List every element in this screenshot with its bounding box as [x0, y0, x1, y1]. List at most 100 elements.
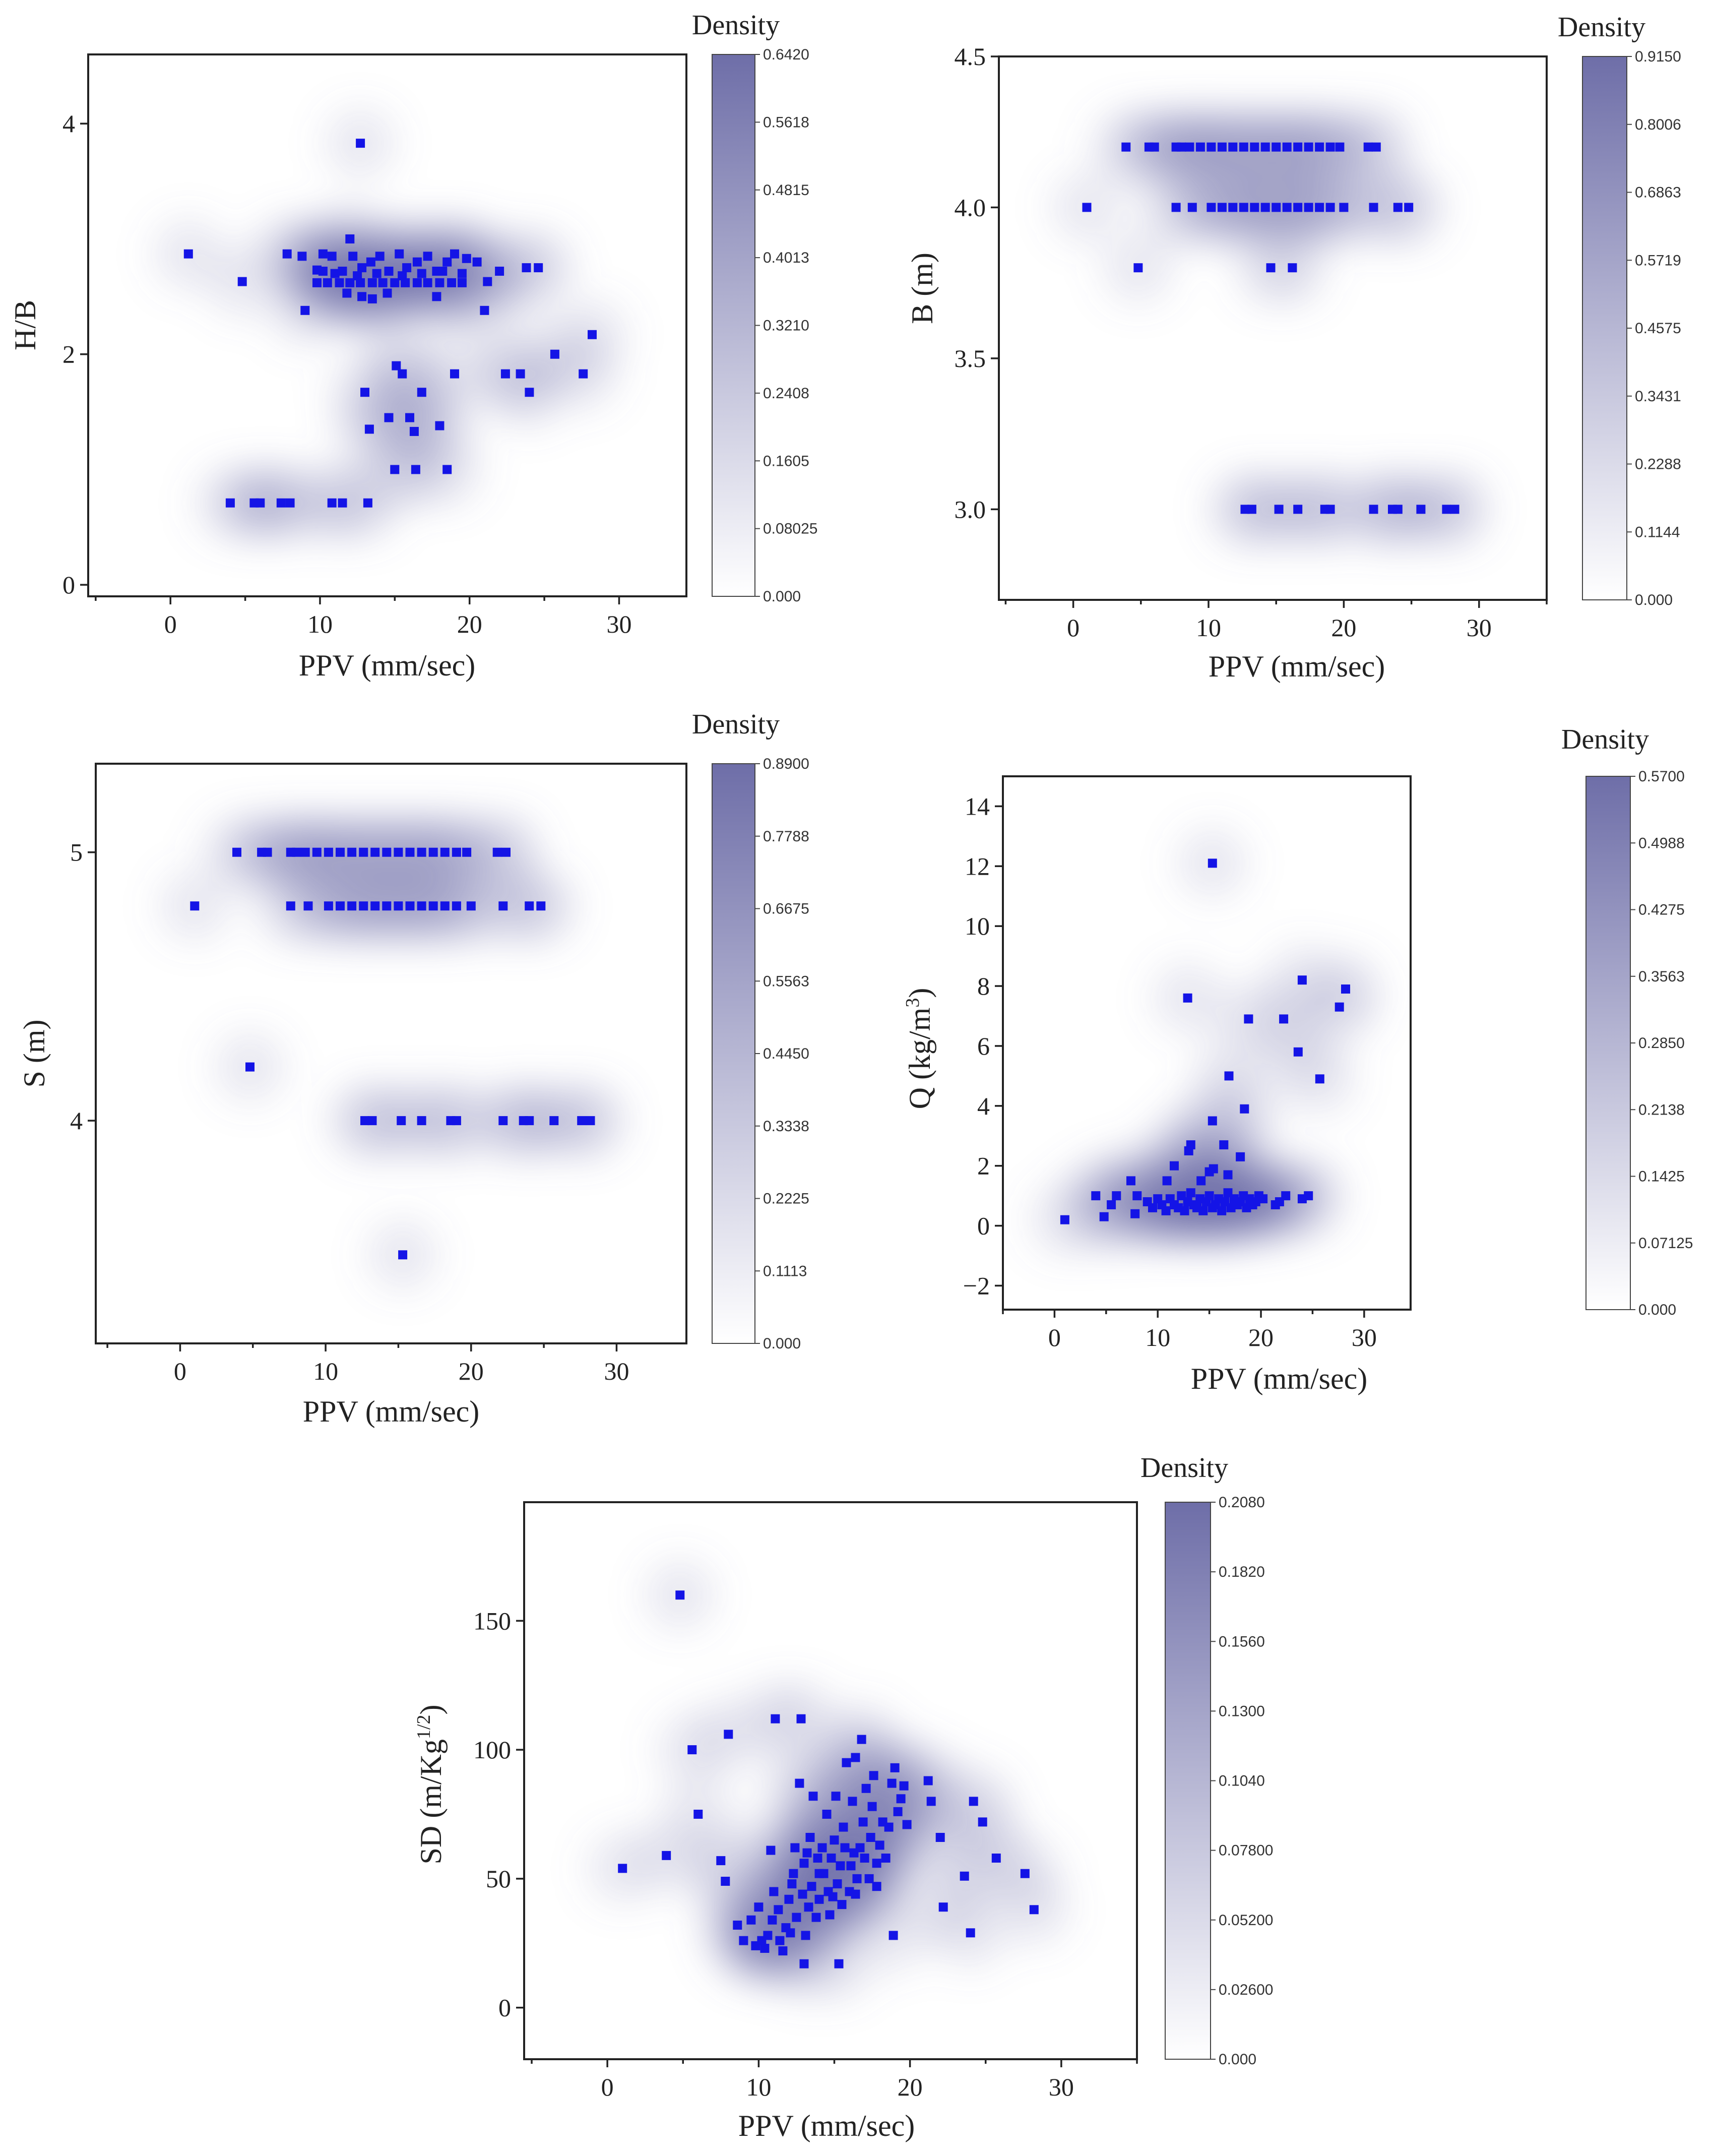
data-point	[792, 1913, 801, 1922]
data-point	[1228, 203, 1238, 212]
colorbar-tick-label: 0.000	[1638, 1302, 1676, 1318]
data-point	[498, 901, 508, 911]
data-point	[1442, 505, 1451, 514]
x-tick-label: 30	[1352, 1323, 1377, 1351]
x-tick-label: 10	[307, 610, 333, 638]
data-point	[926, 1797, 936, 1806]
data-point	[405, 847, 415, 857]
data-point	[769, 1887, 779, 1896]
data-point	[442, 465, 452, 474]
data-point	[276, 498, 286, 508]
data-point	[833, 1879, 842, 1889]
data-point	[935, 1833, 945, 1842]
x-axis-label: PPV (mm/sec)	[303, 1395, 480, 1428]
x-tick-label: 0	[164, 610, 177, 638]
data-point	[890, 1763, 900, 1772]
data-point	[1020, 1869, 1030, 1878]
data-point	[367, 294, 377, 303]
colorbar-tick-label: 0.5719	[1635, 252, 1681, 269]
data-point	[417, 901, 426, 911]
data-point	[1315, 142, 1324, 152]
data-point	[370, 901, 380, 911]
data-point	[804, 1902, 813, 1912]
data-point	[423, 252, 432, 261]
colorbar-tick-label: 0.2225	[763, 1191, 809, 1207]
data-point	[452, 847, 461, 857]
colorbar-tick-label: 0.2288	[1635, 456, 1681, 473]
data-point	[902, 1820, 912, 1829]
data-point	[834, 1959, 844, 1968]
colorbar-ticks: 0.000 0.02600 0.05200 0.07800 0.1040 0.1300 0.…	[1211, 1494, 1273, 2068]
x-axis-label: PPV (mm/sec)	[1191, 1362, 1368, 1395]
data-point	[768, 1915, 777, 1925]
data-point	[789, 1869, 798, 1878]
data-point	[347, 901, 357, 911]
data-point	[1099, 1212, 1109, 1221]
data-point	[472, 257, 482, 267]
data-point	[1207, 203, 1216, 212]
data-point	[1187, 203, 1197, 212]
y-tick-label: 50	[486, 1865, 511, 1893]
data-point	[417, 388, 426, 397]
y-axis-label-base: Q (kg/m	[903, 1008, 936, 1110]
y-axis: 45	[70, 838, 96, 1135]
data-point	[799, 1959, 809, 1968]
colorbar-tick-label: 0.000	[763, 1335, 801, 1352]
data-point	[360, 388, 369, 397]
data-point	[716, 1856, 726, 1866]
data-point	[327, 498, 337, 508]
chart-s: 0 10 20 30 45 PPV (mm/sec) S (m) Density 0.…	[18, 709, 809, 1428]
data-point	[991, 1854, 1001, 1863]
data-point	[1304, 1191, 1313, 1201]
colorbar-tick-label: 0.07800	[1219, 1842, 1273, 1859]
colorbar-title: Density	[1140, 1452, 1228, 1484]
y-axis-label-base: SD (m/Kg	[414, 1739, 448, 1864]
data-point	[405, 413, 414, 422]
x-axis: 0 10 20 30	[106, 1343, 629, 1385]
colorbar-tick-label: 0.02600	[1219, 1982, 1273, 1998]
colorbar-tick-label: 0.000	[1219, 2051, 1256, 2068]
data-point	[353, 271, 362, 281]
data-point	[395, 249, 404, 259]
data-point	[733, 1921, 742, 1930]
data-point	[324, 901, 333, 911]
data-point	[312, 278, 322, 287]
data-point	[432, 292, 441, 301]
data-point	[356, 139, 365, 148]
data-point	[401, 278, 410, 287]
data-point	[447, 278, 457, 287]
data-point	[285, 498, 295, 508]
data-point	[966, 1928, 975, 1938]
data-point	[1247, 505, 1256, 514]
colorbar-tick-label: 0.4815	[763, 182, 809, 199]
data-point	[1133, 263, 1143, 273]
data-point	[342, 288, 352, 298]
data-point	[338, 498, 347, 508]
colorbar-tick-label: 0.000	[1635, 592, 1673, 608]
y-tick-label: 100	[473, 1736, 511, 1764]
data-point	[857, 1735, 866, 1744]
data-point	[1186, 1188, 1195, 1198]
y-tick-label: 3.0	[955, 495, 986, 523]
data-point	[367, 278, 377, 287]
data-point	[462, 254, 471, 263]
data-point	[848, 1797, 857, 1806]
data-point	[440, 901, 450, 911]
data-point	[1393, 505, 1403, 514]
data-point	[798, 1889, 807, 1899]
y-axis-label-sup: 1/2	[413, 1715, 434, 1740]
data-point	[817, 1843, 827, 1853]
x-tick-label: 10	[313, 1357, 338, 1385]
data-point	[318, 267, 328, 276]
data-point	[1325, 505, 1335, 514]
y-tick-label: 150	[473, 1607, 511, 1635]
data-point	[1282, 203, 1292, 212]
data-point	[1180, 1206, 1189, 1215]
x-tick-label: 0	[174, 1357, 186, 1385]
scatter-points	[1060, 858, 1350, 1224]
data-point	[495, 267, 504, 276]
data-point	[1369, 505, 1378, 514]
data-point	[390, 465, 400, 474]
data-point	[359, 901, 368, 911]
data-point	[338, 267, 347, 276]
